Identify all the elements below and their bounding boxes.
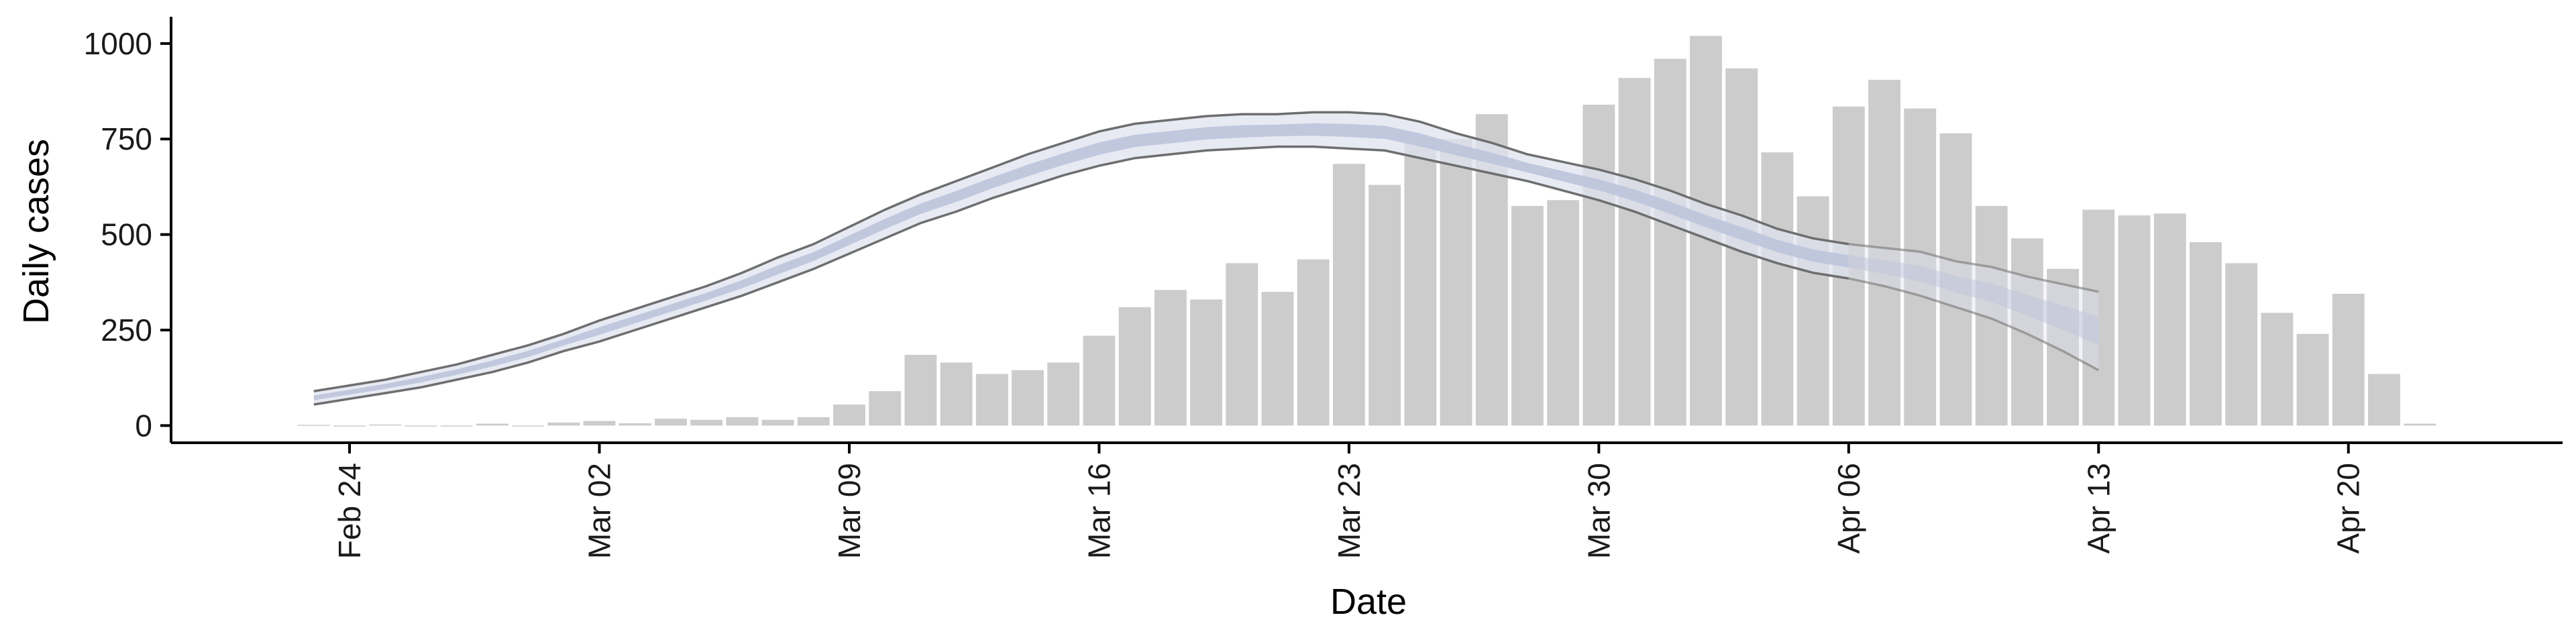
bar	[1547, 200, 1580, 426]
bar	[1868, 79, 1900, 426]
bar	[940, 362, 973, 426]
estimate-lower-line	[313, 145, 1849, 406]
bar	[1118, 307, 1151, 426]
bar	[583, 421, 616, 426]
bar	[2368, 374, 2400, 426]
bar	[1297, 259, 1330, 426]
x-tick-label: Mar 09	[832, 463, 867, 559]
bar	[1404, 137, 1437, 426]
bar	[1154, 290, 1187, 426]
forecast-lower-line	[1848, 277, 2100, 372]
bar	[2010, 238, 2043, 426]
bar	[476, 423, 508, 426]
bar	[2261, 313, 2294, 426]
bar	[904, 355, 937, 426]
bar	[405, 425, 437, 427]
estimate-upper-line	[313, 111, 1849, 392]
bar	[1190, 299, 1223, 426]
estimate-band-outer	[313, 112, 1849, 405]
estimate-band-layer	[313, 111, 2100, 406]
y-tick-label: 750	[101, 121, 152, 156]
bar	[2225, 263, 2258, 426]
y-tick-label: 0	[135, 408, 152, 443]
axes-layer: 0 250 500 750 1000 Feb 24 Mar 02 Mar 09 Mar 16 Ma…	[84, 17, 2563, 559]
bar	[1796, 196, 1829, 426]
x-tick-label: Mar 16	[1081, 463, 1116, 559]
bar	[512, 425, 545, 427]
bar	[797, 417, 830, 426]
bar	[1654, 58, 1686, 426]
bar	[1012, 370, 1044, 426]
bar	[440, 425, 473, 427]
bar	[690, 419, 723, 426]
forecast-upper-line	[1848, 243, 2099, 293]
bar	[1761, 152, 1794, 426]
bar	[654, 419, 687, 426]
bar	[2118, 215, 2151, 426]
bar	[1047, 362, 1080, 426]
bar	[297, 425, 330, 426]
bar	[975, 374, 1008, 426]
bar	[1083, 335, 1116, 426]
x-tick-label: Mar 30	[1581, 463, 1616, 559]
y-tick-label: 1000	[84, 26, 152, 61]
bar	[833, 405, 865, 426]
bar	[1582, 104, 1615, 426]
x-tick-label: Mar 23	[1332, 463, 1366, 559]
bar	[869, 391, 902, 426]
bar	[1226, 263, 1258, 426]
bar	[333, 425, 366, 427]
forecast-band-inner	[1848, 255, 2099, 345]
bar	[2332, 293, 2365, 426]
y-tick-label: 250	[101, 313, 152, 347]
bar	[2404, 423, 2436, 426]
x-tick-label: Mar 02	[582, 463, 617, 559]
bar	[2047, 268, 2080, 426]
bar	[2153, 213, 2186, 426]
bar	[547, 422, 580, 426]
y-axis-title: Daily cases	[16, 139, 56, 324]
bar	[2296, 333, 2329, 426]
bar	[726, 417, 759, 426]
bar	[1332, 164, 1365, 426]
bars-layer	[297, 36, 2436, 427]
x-axis-title: Date	[1330, 582, 1407, 622]
bar	[369, 424, 402, 426]
bar	[1511, 205, 1544, 426]
bar	[1368, 184, 1401, 426]
bar	[1261, 292, 1294, 426]
x-tick-label: Apr 13	[2081, 463, 2116, 554]
x-tick-label: Apr 20	[2331, 463, 2366, 554]
x-tick-label: Apr 06	[1831, 463, 1866, 554]
bar	[619, 423, 651, 426]
bar	[761, 419, 794, 426]
bar	[1440, 139, 1472, 426]
y-tick-label: 500	[101, 217, 152, 252]
bar	[2189, 242, 2222, 426]
bar	[1618, 78, 1651, 426]
x-tick-label: Feb 24	[332, 463, 367, 559]
